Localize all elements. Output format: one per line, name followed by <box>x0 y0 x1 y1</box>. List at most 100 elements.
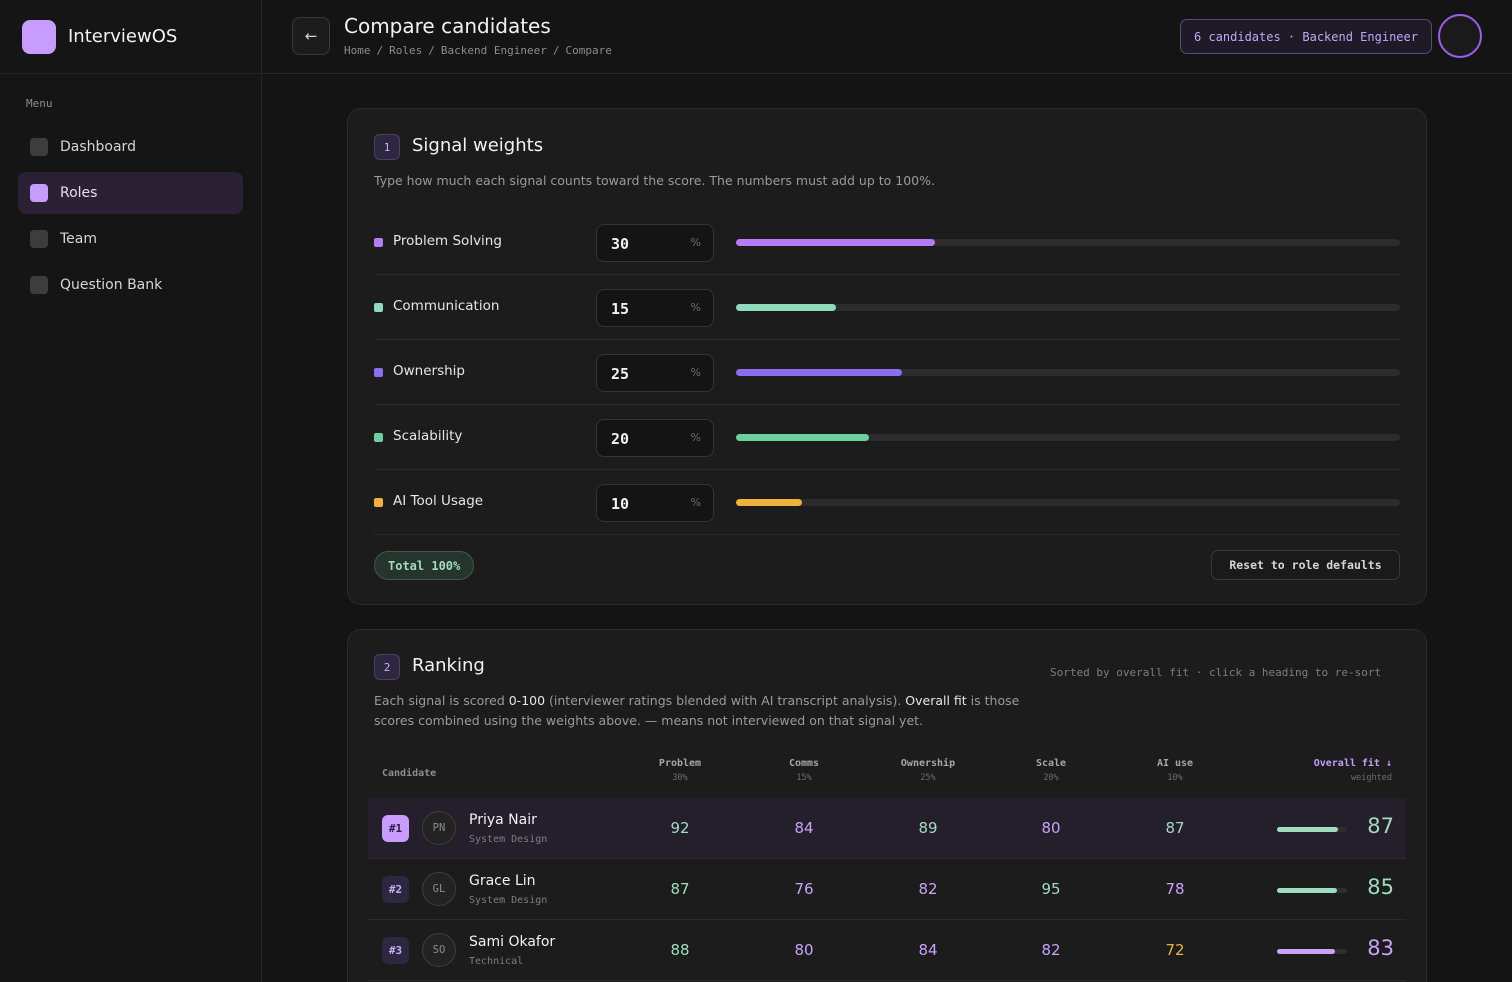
column-header-problem[interactable]: Problem 30% <box>650 758 710 783</box>
score-scale: 95 <box>1041 880 1061 898</box>
rank-badge: #1 <box>382 815 409 842</box>
score-ai-use: 72 <box>1165 941 1185 959</box>
weight-input[interactable]: 30 % <box>596 224 714 262</box>
table-row[interactable]: #3 SO Sami Okafor Technical 88 80 84 82 … <box>368 920 1406 981</box>
dashboard-icon <box>30 138 48 156</box>
desc-text: is those scores combined using the weigh… <box>374 693 1020 728</box>
fit-bar-fill <box>1277 888 1337 893</box>
sidebar-item-question-bank[interactable]: Question Bank <box>18 264 243 306</box>
column-weight: 25% <box>920 773 936 783</box>
overall-fit-value: 87 <box>1367 814 1394 838</box>
score-comms: 84 <box>794 819 814 837</box>
sidebar-item-roles[interactable]: Roles <box>18 172 243 214</box>
column-label: Comms <box>788 758 820 769</box>
fit-bar <box>1277 827 1347 832</box>
menu-label: Menu <box>26 97 53 110</box>
weight-row: Scalability 20 % <box>374 405 1400 470</box>
score-problem: 92 <box>670 819 690 837</box>
breadcrumb-separator: / <box>428 44 435 57</box>
table-row[interactable]: #2 GL Grace Lin System Design 87 76 82 9… <box>368 859 1406 920</box>
total-badge: Total 100% <box>374 551 475 580</box>
column-weight: 30% <box>672 773 688 783</box>
column-label: Problem <box>658 758 702 769</box>
column-header-candidate[interactable]: Candidate <box>382 768 437 779</box>
column-label: AI use <box>1156 758 1194 769</box>
signal-label: AI Tool Usage <box>393 493 484 509</box>
fit-bar-fill <box>1277 949 1336 954</box>
weight-input[interactable]: 20 % <box>596 419 714 457</box>
reset-defaults-button[interactable]: Reset to role defaults <box>1211 550 1400 580</box>
table-header: Candidate Problem 30% Comms 15% Ownershi… <box>368 754 1406 798</box>
sort-note: Sorted by overall fit · click a heading … <box>1050 666 1382 679</box>
table-row[interactable]: #1 PN Priya Nair System Design 92 84 89 … <box>368 798 1406 859</box>
weight-bar-fill <box>736 369 902 376</box>
weight-input[interactable]: 15 % <box>596 289 714 327</box>
column-header-overall-fit[interactable]: Overall fit ↓ weighted <box>1268 758 1392 783</box>
score-ai-use: 78 <box>1165 880 1185 898</box>
candidate-name: Sami Okafor <box>469 934 556 950</box>
back-button[interactable]: ← <box>292 17 330 55</box>
column-header-scale[interactable]: Scale 20% <box>1021 758 1081 783</box>
fit-bar <box>1277 949 1347 954</box>
column-header-ai-use[interactable]: AI use 10% <box>1145 758 1205 783</box>
weight-bar-fill <box>736 434 869 441</box>
section-description: Type how much each signal counts toward … <box>374 173 935 188</box>
sidebar-item-team[interactable]: Team <box>18 218 243 260</box>
column-header-comms[interactable]: Comms 15% <box>774 758 834 783</box>
breadcrumb-roles[interactable]: Roles <box>389 44 423 57</box>
percent-unit: % <box>690 301 701 314</box>
signal-weights-card: 1 Signal weights Type how much each sign… <box>347 108 1427 605</box>
percent-unit: % <box>690 431 701 444</box>
column-label: Ownership <box>900 758 956 769</box>
sidebar-item-label: Roles <box>60 185 98 201</box>
column-header-ownership[interactable]: Ownership 25% <box>893 758 963 783</box>
weight-row: Communication 15 % <box>374 275 1400 340</box>
overall-fit-value: 83 <box>1367 936 1394 960</box>
signal-label: Communication <box>393 298 500 314</box>
score-comms: 80 <box>794 941 814 959</box>
candidates-chip: 6 candidates · Backend Engineer <box>1180 19 1432 54</box>
desc-emphasis: 0-100 <box>508 693 546 708</box>
overall-fit-value: 85 <box>1367 875 1394 899</box>
signal-label: Ownership <box>393 363 465 379</box>
interview-type: Technical <box>469 956 524 967</box>
signal-color-dot <box>374 433 383 442</box>
step-badge: 1 <box>374 134 400 160</box>
interview-type: System Design <box>469 895 548 906</box>
app-logo <box>22 19 56 54</box>
breadcrumb-role[interactable]: Backend Engineer <box>440 44 547 57</box>
column-label: Overall fit ↓ <box>1313 758 1392 769</box>
brand[interactable]: InterviewOS <box>0 0 261 74</box>
desc-text: (interviewer ratings blended with AI tra… <box>545 693 906 708</box>
weight-bar-fill <box>736 304 836 311</box>
column-weight: 20% <box>1043 773 1059 783</box>
app-name: InterviewOS <box>68 26 178 47</box>
candidate-name: Grace Lin <box>469 873 536 889</box>
arrow-left-icon: ← <box>304 27 318 45</box>
weight-input[interactable]: 10 % <box>596 484 714 522</box>
weight-input[interactable]: 25 % <box>596 354 714 392</box>
weight-value: 15 <box>611 300 630 318</box>
column-weight: 10% <box>1167 773 1183 783</box>
breadcrumb-separator: / <box>376 44 384 57</box>
sidebar-item-label: Team <box>60 231 98 247</box>
user-avatar[interactable] <box>1438 14 1482 58</box>
rank-badge: #3 <box>382 937 409 964</box>
signal-color-dot <box>374 303 383 312</box>
signal-color-dot <box>374 498 383 507</box>
score-scale: 82 <box>1041 941 1061 959</box>
ranking-card: 2 Ranking Sorted by overall fit · click … <box>347 629 1427 982</box>
page-title: Compare candidates <box>344 14 551 38</box>
sidebar-nav: Dashboard Roles Team Question Bank <box>18 126 243 310</box>
breadcrumb-home[interactable]: Home <box>344 44 371 57</box>
breadcrumb-separator: / <box>552 44 560 57</box>
weight-value: 30 <box>611 235 630 253</box>
weight-bar <box>736 369 1400 376</box>
section-description: Each signal is scored 0-100 (interviewer… <box>374 691 1034 731</box>
sidebar-item-dashboard[interactable]: Dashboard <box>18 126 243 168</box>
candidate-name: Priya Nair <box>469 812 537 828</box>
weight-bar <box>736 239 1400 246</box>
score-ownership: 89 <box>918 819 938 837</box>
avatar: GL <box>422 872 456 906</box>
weight-value: 20 <box>611 430 630 448</box>
